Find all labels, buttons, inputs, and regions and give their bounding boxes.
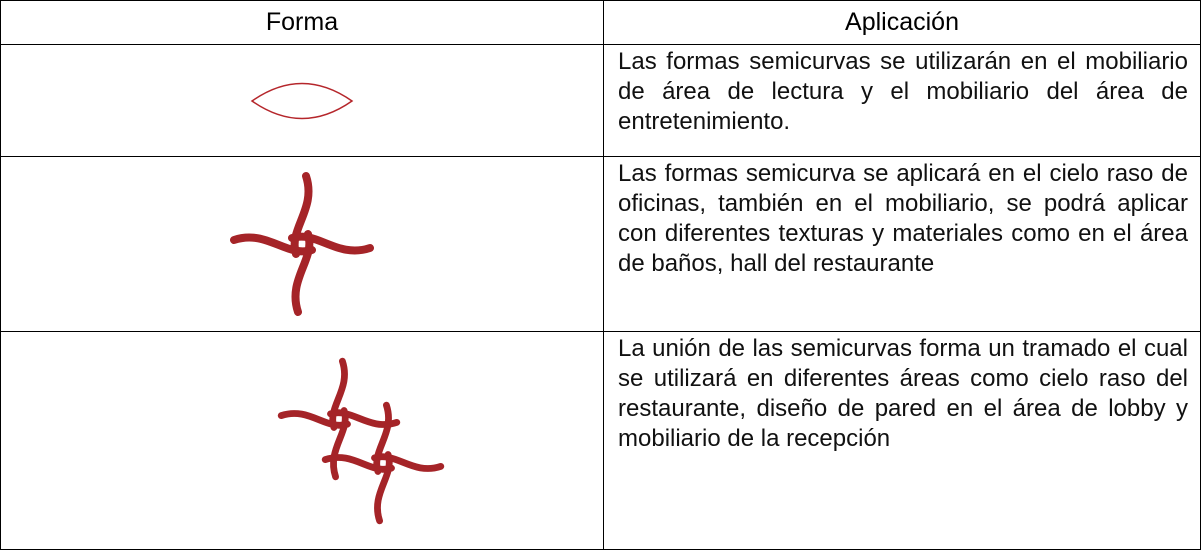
weave-shape [251, 341, 471, 541]
row: Las formas semicurvas se utilizarán en e… [0, 44, 1201, 157]
lens-shape [250, 82, 354, 119]
shape-cell [0, 44, 604, 157]
header-cell: Aplicación [603, 0, 1201, 45]
shape-cell [0, 331, 604, 550]
pinwheel-shape [202, 159, 402, 329]
header-row: Forma Aplicación [0, 0, 1201, 45]
header-cell: Forma [0, 0, 604, 45]
row: La unión de las semicurvas forma un tram… [0, 331, 1201, 550]
application-text: La unión de las semicurvas forma un tram… [603, 331, 1201, 550]
application-text: Las formas semicurva se aplicará en el c… [603, 156, 1201, 332]
row: Las formas semicurva se aplicará en el c… [0, 156, 1201, 332]
application-text: Las formas semicurvas se utilizarán en e… [603, 44, 1201, 157]
shape-cell [0, 156, 604, 332]
